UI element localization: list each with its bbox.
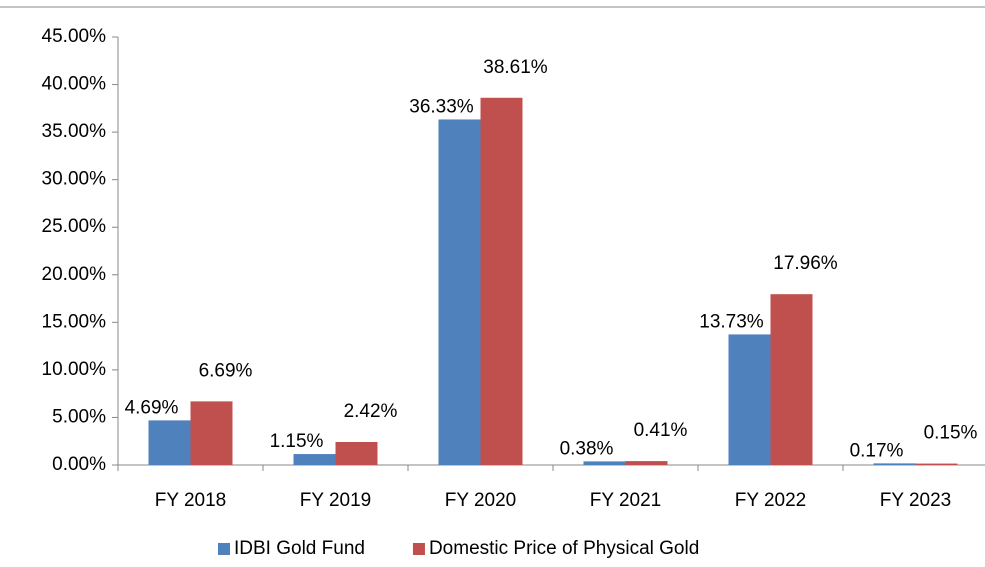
bar [625, 461, 668, 465]
data-label: 0.38% [560, 438, 614, 459]
bar [728, 334, 771, 465]
y-tick-label: 30.00% [42, 169, 107, 190]
data-label: 1.15% [270, 431, 324, 452]
data-label: 38.61% [483, 57, 548, 78]
legend-label: Domestic Price of Physical Gold [429, 538, 699, 559]
data-label: 13.73% [699, 311, 764, 332]
x-tick-label: FY 2022 [735, 490, 806, 511]
legend-swatch [218, 543, 230, 555]
legend-swatch [412, 543, 425, 555]
data-label: 2.42% [344, 401, 398, 422]
y-tick-label: 0.00% [52, 454, 106, 475]
bar [915, 463, 958, 465]
y-tick-label: 35.00% [42, 121, 107, 142]
data-label: 0.15% [924, 423, 978, 444]
legend-label: IDBI Gold Fund [234, 538, 365, 559]
y-tick-label: 25.00% [42, 216, 107, 237]
x-tick-label: FY 2023 [880, 490, 951, 511]
bar [480, 97, 523, 465]
x-tick-label: FY 2020 [445, 490, 516, 511]
y-tick-label: 5.00% [52, 406, 106, 427]
bar [770, 294, 813, 465]
y-tick-label: 15.00% [42, 311, 107, 332]
bar [873, 463, 916, 465]
data-label: 17.96% [773, 253, 838, 274]
y-tick-label: 10.00% [42, 359, 107, 380]
y-tick-label: 20.00% [42, 264, 107, 285]
y-tick-label: 40.00% [42, 74, 107, 95]
x-tick-label: FY 2021 [590, 490, 661, 511]
x-tick-label: FY 2018 [155, 490, 226, 511]
bar [293, 454, 336, 465]
y-tick-label: 45.00% [42, 26, 107, 47]
bar [190, 401, 233, 465]
bar [335, 441, 378, 465]
x-tick-label: FY 2019 [300, 490, 371, 511]
data-label: 4.69% [125, 397, 179, 418]
data-label: 0.41% [634, 420, 688, 441]
data-label: 0.17% [850, 440, 904, 461]
data-label: 36.33% [409, 96, 474, 117]
data-label: 6.69% [199, 360, 253, 381]
bar [583, 461, 626, 465]
bar [438, 119, 481, 465]
bar [148, 420, 191, 465]
